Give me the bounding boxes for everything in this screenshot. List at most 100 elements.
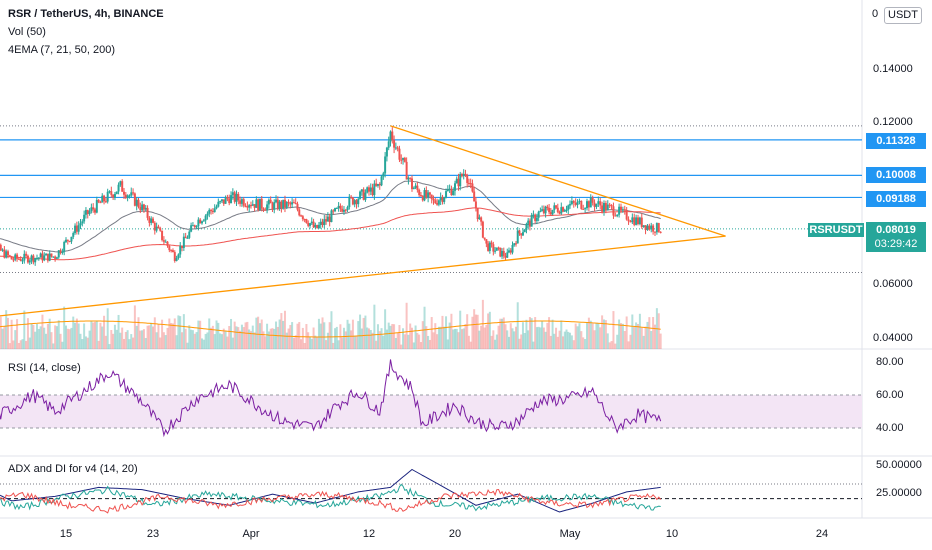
candle-body: [391, 131, 394, 141]
candle-body: [74, 225, 77, 234]
volume-bar: [625, 316, 628, 349]
candle-body: [432, 199, 435, 201]
volume-bar: [659, 333, 662, 349]
volume-bar: [253, 332, 256, 349]
volume-bar: [441, 315, 444, 349]
candle-body: [231, 192, 234, 196]
volume-bar: [457, 332, 460, 349]
candle-body: [599, 201, 602, 206]
candle-body: [264, 209, 267, 211]
volume-bar: [240, 324, 243, 349]
volume-bar: [638, 313, 641, 349]
candle-body: [487, 243, 490, 251]
volume-bar: [164, 335, 167, 349]
volume-bar: [166, 327, 169, 349]
volume-bar: [175, 335, 178, 349]
candle-body: [314, 224, 317, 228]
volume-bar: [148, 325, 151, 349]
candle-body: [394, 147, 397, 149]
volume-bar: [455, 328, 458, 349]
volume-bar: [188, 325, 191, 349]
volume-bar: [66, 328, 69, 349]
volume-bar: [119, 332, 122, 349]
volume-bar: [126, 330, 129, 349]
candle-body: [348, 196, 351, 208]
volume-bar: [490, 335, 493, 349]
volume-bar: [492, 330, 495, 349]
symbol-legend[interactable]: RSR / TetherUS, 4h, BINANCE: [8, 8, 164, 20]
candle-body: [637, 217, 639, 225]
candle-body: [537, 211, 540, 218]
volume-bar: [483, 327, 486, 349]
candle-body: [104, 201, 107, 203]
price-tick: 0.04000: [873, 332, 913, 344]
volume-bar: [190, 329, 193, 349]
volume-bar: [434, 323, 437, 349]
candle-body: [638, 217, 641, 225]
candle-body: [473, 191, 476, 202]
volume-bar: [108, 344, 111, 349]
volume-bar: [233, 321, 236, 349]
currency-button[interactable]: USDT: [884, 7, 922, 24]
candle-body: [282, 199, 285, 209]
candle-body: [179, 245, 182, 255]
volume-bar: [90, 321, 93, 349]
volume-bar: [464, 324, 467, 349]
volume-bar: [376, 324, 379, 349]
adx-legend[interactable]: ADX and DI for v4 (14, 20): [8, 463, 138, 475]
volume-bar: [476, 314, 479, 349]
candle-body: [155, 226, 158, 231]
volume-bar: [123, 338, 125, 349]
volume-bar: [419, 342, 422, 349]
volume-bar: [428, 339, 431, 349]
candle-body: [330, 210, 333, 223]
candle-body: [108, 191, 111, 193]
volume-bar: [576, 326, 579, 349]
volume-bar: [262, 331, 265, 349]
candle-body: [32, 255, 35, 263]
candle-body: [371, 187, 374, 196]
candle-body: [589, 197, 592, 208]
candle-body: [534, 214, 537, 221]
candle-body: [188, 231, 191, 238]
volume-bar: [72, 316, 75, 349]
candle-body: [403, 157, 406, 162]
candle-body: [506, 252, 509, 258]
volume-bar: [342, 327, 345, 349]
volume-bar: [39, 326, 42, 349]
volume-bar: [481, 299, 484, 349]
volume-bar: [291, 322, 294, 349]
volume-bar: [608, 342, 611, 349]
candle-body: [54, 256, 57, 259]
volume-bar: [509, 323, 512, 349]
volume-bar: [427, 335, 430, 349]
candle-body: [17, 258, 20, 260]
volume-bar: [52, 343, 55, 349]
candle-body: [490, 242, 493, 245]
rsi-legend[interactable]: RSI (14, close): [8, 362, 81, 374]
candle-body: [46, 253, 49, 261]
volume-bar: [61, 341, 64, 349]
candle-body: [350, 196, 353, 198]
volume-bar: [150, 322, 153, 349]
candle-body: [483, 237, 486, 240]
candle-body: [103, 195, 106, 202]
volume-bar: [565, 329, 568, 349]
volume-bar: [206, 332, 209, 349]
volume-bar: [292, 337, 295, 349]
candle-body: [197, 219, 200, 227]
volume-legend[interactable]: Vol (50): [8, 26, 46, 38]
candle-body: [654, 231, 656, 233]
candle-body: [201, 221, 203, 224]
candle-body: [5, 251, 8, 258]
candle-body: [258, 198, 261, 211]
volume-bar: [330, 311, 333, 349]
candle-body: [139, 206, 142, 211]
volume-bar: [355, 335, 358, 349]
volume-bar: [246, 321, 249, 349]
volume-bar: [604, 320, 607, 349]
ema-legend[interactable]: 4EMA (7, 21, 50, 200): [8, 44, 116, 56]
candle-body: [341, 208, 344, 212]
volume-bar: [312, 327, 315, 349]
